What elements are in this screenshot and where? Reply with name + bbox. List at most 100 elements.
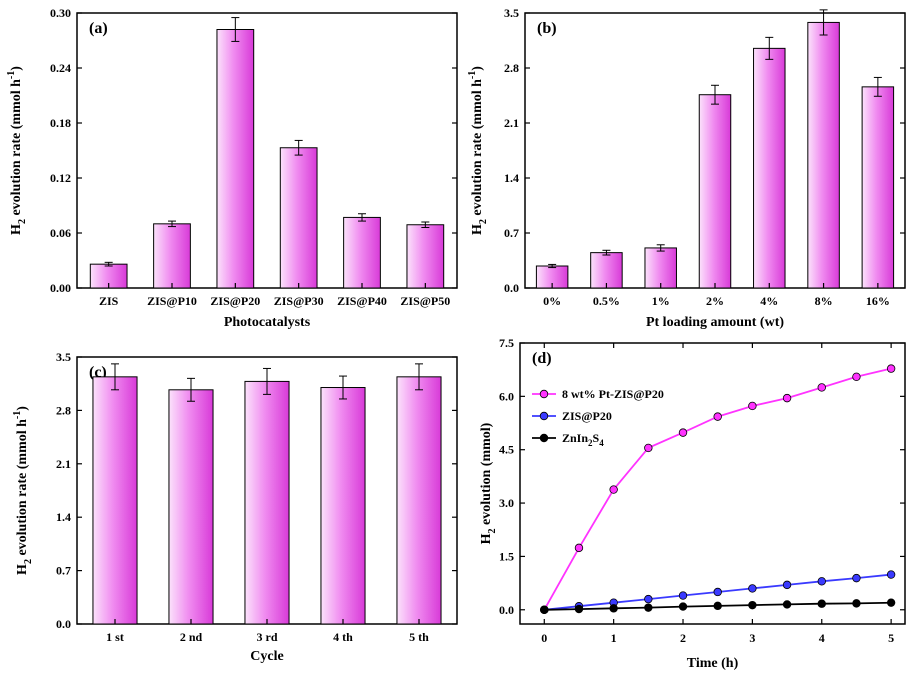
- y-axis-label: H2 evolution rate (mmol h-1): [6, 66, 28, 235]
- x-tick-label: 16%: [866, 294, 890, 308]
- bar: [168, 389, 214, 625]
- series-point: [852, 372, 861, 381]
- y-tick-label: 0.0: [499, 603, 514, 617]
- y-tick-label: 1.5: [499, 549, 514, 563]
- y-tick-label: 0.24: [50, 61, 71, 75]
- series-point: [817, 577, 826, 586]
- panel-d-line-chart: 0.0 1.5 3.0 4.5 6.0 7.5 H2 evolution (mmol) Tim…: [479, 336, 906, 671]
- x-tick-label: 0: [541, 631, 547, 645]
- x-tick-label: 3: [749, 631, 755, 645]
- y-axis-label: H2 evolution (mmol): [479, 422, 498, 544]
- x-tick-label: 5 th: [409, 630, 429, 644]
- bar: [153, 223, 191, 289]
- bar: [590, 252, 623, 289]
- series-point: [748, 584, 757, 593]
- bar: [807, 21, 840, 289]
- x-tick-label: 8%: [815, 294, 833, 308]
- x-axis-label: Cycle: [250, 649, 283, 664]
- series-point: [574, 604, 584, 614]
- y-tick-label: 4.5: [499, 443, 514, 457]
- series-point: [713, 412, 722, 421]
- bar: [406, 224, 445, 289]
- y-tick-label: 0.7: [504, 226, 519, 240]
- plot-frame: [76, 12, 458, 289]
- bar: [396, 376, 442, 625]
- y-tick-label: 6.0: [499, 389, 514, 403]
- plot-frame: [519, 342, 906, 625]
- series-point: [540, 605, 549, 614]
- x-tick-label: 4 th: [333, 630, 353, 644]
- legend-label: ZIS@P20: [562, 409, 612, 423]
- panel-c-bar-chart: 0.0 0.7 1.4 2.1 2.8 3.5 H2 evolution rate (mmo…: [12, 350, 458, 664]
- bar: [698, 94, 732, 289]
- y-axis-label: H2 evolution rate (mmol h-1): [12, 406, 34, 575]
- series-point: [713, 587, 722, 597]
- y-tick-label: 0.12: [50, 171, 71, 185]
- bar: [644, 247, 677, 289]
- legend-label: ZnIn2S4: [562, 431, 604, 448]
- legend-marker: [539, 433, 549, 443]
- y-tick-label: 7.5: [499, 336, 514, 350]
- series-point: [609, 604, 618, 613]
- bar: [92, 376, 138, 625]
- y-tick-label: 3.5: [56, 350, 71, 364]
- x-tick-label: 0%: [543, 294, 561, 308]
- x-tick-label: 5: [888, 631, 894, 645]
- y-tick-label: 2.1: [504, 116, 519, 130]
- y-axis-label: H2 evolution rate (mmol h-1): [467, 66, 489, 235]
- bar: [861, 86, 895, 289]
- series-line: [543, 367, 892, 611]
- series-point: [609, 485, 618, 494]
- series-point: [678, 602, 688, 611]
- x-tick-label: 2: [680, 631, 686, 645]
- series-point: [574, 543, 584, 553]
- bar: [279, 147, 318, 289]
- series-point: [886, 570, 896, 579]
- y-tick-label: 1.4: [56, 510, 71, 524]
- x-tick-label: 2 nd: [180, 630, 203, 644]
- y-tick-label: 1.4: [504, 171, 519, 185]
- bar: [216, 29, 255, 289]
- y-tick-label: 2.8: [56, 403, 71, 417]
- y-tick-label: 0.0: [504, 281, 519, 295]
- panel-a-bar-chart: 0.00 0.06 0.12 0.18 0.24 0.30 H2 evolution rat…: [6, 6, 458, 330]
- series-point: [817, 599, 826, 608]
- x-tick-label: 0.5%: [593, 294, 620, 308]
- series-point: [748, 600, 757, 610]
- y-tick-label: 2.8: [504, 61, 519, 75]
- series-point: [644, 603, 653, 612]
- bar: [343, 216, 381, 289]
- series-point: [817, 383, 826, 392]
- series-point: [644, 594, 653, 604]
- series-point: [852, 599, 861, 608]
- y-tick-label: 2.1: [56, 457, 71, 471]
- x-tick-label: 1%: [652, 294, 670, 308]
- x-axis-label: Photocatalysts: [224, 315, 311, 330]
- panel-label: (b): [537, 20, 557, 37]
- legend-label: 8 wt% Pt-ZIS@P20: [562, 387, 664, 401]
- x-tick-label: 4: [819, 631, 825, 645]
- bar: [753, 47, 786, 289]
- x-tick-label: 1 st: [106, 630, 124, 644]
- panel-label: (d): [532, 350, 552, 367]
- series-point: [678, 428, 688, 437]
- x-tick-label: ZIS@P20: [210, 294, 260, 308]
- y-tick-label: 0.06: [50, 226, 71, 240]
- y-tick-label: 0.00: [50, 281, 71, 295]
- series-point: [782, 393, 792, 403]
- series-point: [678, 591, 688, 600]
- x-axis-label: Time (h): [687, 656, 739, 671]
- x-tick-label: 4%: [760, 294, 778, 308]
- y-tick-label: 3.5: [504, 6, 519, 20]
- series-point: [852, 573, 861, 583]
- x-tick-label: ZIS@P10: [147, 294, 197, 308]
- y-tick-label: 0.18: [50, 116, 71, 130]
- x-tick-label: ZIS@P30: [274, 294, 324, 308]
- series-point: [782, 580, 792, 590]
- series-point: [886, 364, 896, 373]
- series-point: [644, 443, 653, 453]
- series-point: [886, 598, 896, 607]
- x-axis-label: Pt loading amount (wt): [646, 315, 784, 330]
- y-tick-label: 0.30: [50, 6, 71, 20]
- panel-b-bar-chart: 0.0 0.7 1.4 2.1 2.8 3.5 H2 evolution rate (mmo…: [467, 6, 906, 330]
